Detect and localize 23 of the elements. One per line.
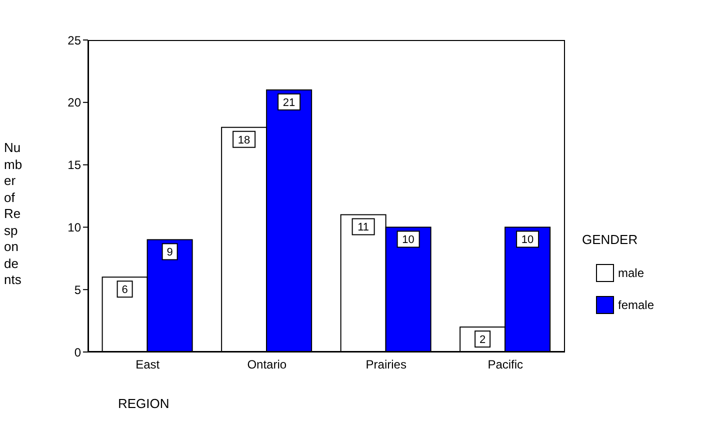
- data-label: 10: [402, 234, 414, 246]
- legend-label: female: [618, 298, 654, 312]
- legend-label: male: [618, 266, 644, 280]
- y-tick-label: 10: [68, 220, 82, 234]
- x-axis-title: REGION: [118, 396, 170, 411]
- x-tick-label: Pacific: [488, 358, 524, 372]
- x-tick-label: Ontario: [247, 358, 287, 372]
- y-tick-label: 5: [74, 282, 82, 297]
- y-tick-label: 0: [74, 345, 82, 360]
- text: Number of Respondents: [4, 140, 22, 287]
- x-tick-label: Prairies: [366, 358, 406, 372]
- x-tick-label: East: [136, 358, 160, 372]
- data-label: 6: [122, 284, 128, 296]
- data-label: 11: [358, 222, 370, 234]
- data-label: 9: [166, 246, 173, 259]
- y-tick-label: 25: [68, 33, 82, 48]
- y-tick-label: 15: [68, 158, 82, 172]
- data-label: 18: [238, 134, 250, 146]
- data-label: 2: [479, 334, 486, 346]
- data-label: 21: [282, 96, 296, 109]
- legend-title: GENDER: [582, 232, 639, 247]
- y-tick-label: 20: [68, 96, 82, 110]
- data-label: 10: [521, 234, 534, 246]
